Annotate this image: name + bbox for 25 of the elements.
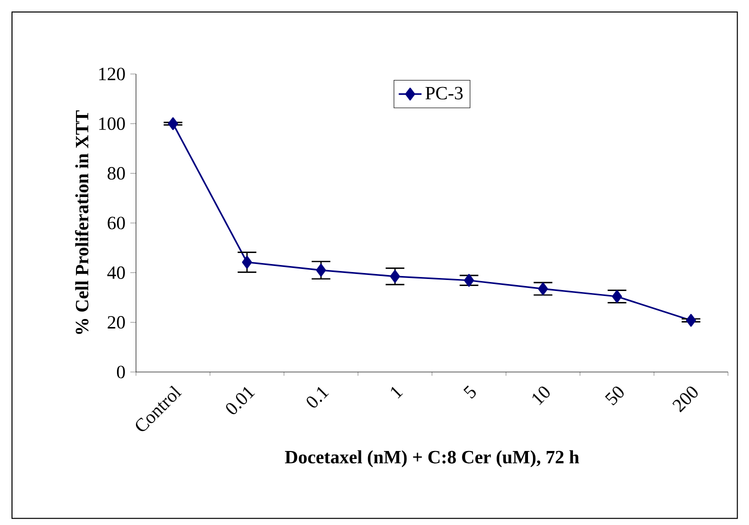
point <box>538 282 548 296</box>
point <box>686 314 696 327</box>
point <box>390 270 400 283</box>
point <box>168 117 178 130</box>
point <box>242 256 252 269</box>
y-tick-label: 40 <box>107 266 125 279</box>
x-tick-label: 50 <box>604 386 624 406</box>
y-tick-label: 20 <box>108 316 125 329</box>
point <box>464 274 474 287</box>
y-tick-label: 120 <box>99 68 125 80</box>
x-tick-label: 0.01 <box>226 386 255 414</box>
y-tick-label: 0 <box>116 366 125 378</box>
point <box>316 264 326 277</box>
y-tick-label: 60 <box>108 216 125 230</box>
point <box>612 290 622 303</box>
x-tick-label: 1 <box>391 386 403 399</box>
y-axis-title: % Cell Proliferation in XTT <box>75 110 88 334</box>
x-tick-label: 5 <box>463 386 476 399</box>
y-tick-label: 100 <box>99 117 125 130</box>
x-axis-title: Docetaxel (nM) + C:8 Cer (uM), 72 h <box>284 450 580 468</box>
x-tick-label: 0.1 <box>306 386 329 408</box>
y-tick-label: 80 <box>108 167 125 180</box>
legend-label: PC-3 <box>426 86 463 100</box>
x-tick-label: 10 <box>532 386 550 406</box>
x-tick-label: 200 <box>672 386 698 412</box>
